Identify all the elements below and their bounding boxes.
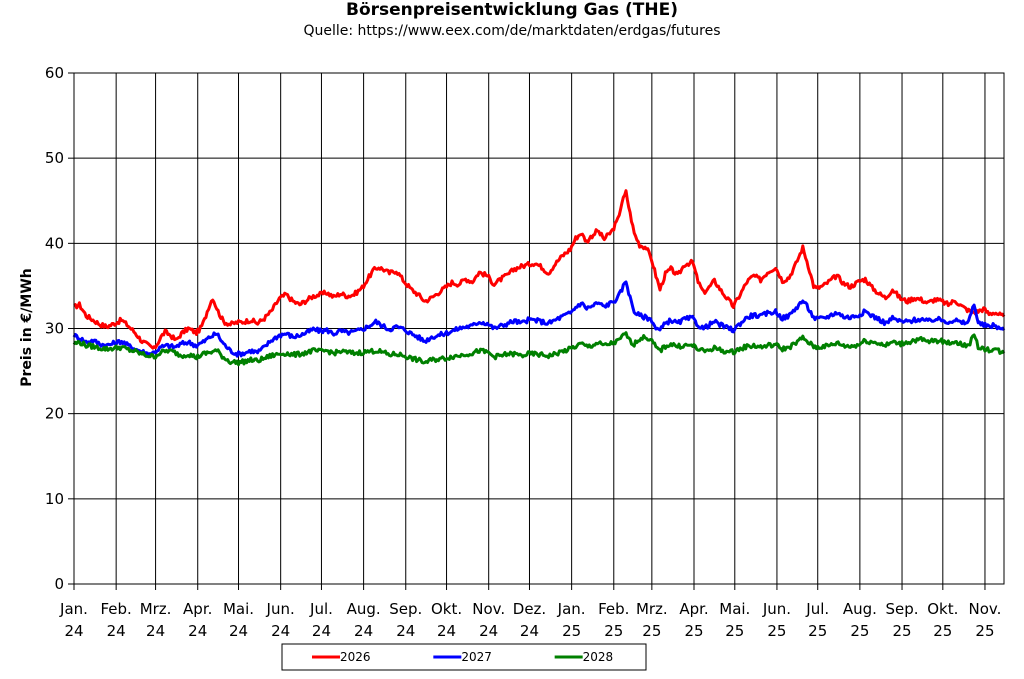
x-tick-year: 24 xyxy=(271,622,290,640)
x-tick-month: Jul. xyxy=(805,600,829,618)
grid-lines xyxy=(73,72,1004,585)
x-tick-month: Feb. xyxy=(598,600,629,618)
series-line-2027 xyxy=(72,280,1006,358)
legend-label-2027: 2027 xyxy=(461,650,492,664)
x-tick-year: 24 xyxy=(437,622,456,640)
y-tick-label: 40 xyxy=(45,234,64,252)
x-tick-year: 24 xyxy=(396,622,415,640)
x-tick-year: 25 xyxy=(562,622,581,640)
x-tick-month: Sep. xyxy=(886,600,919,618)
series-line-2028 xyxy=(72,331,1006,367)
chart-title: Börsenpreisentwicklung Gas (THE) xyxy=(345,0,679,20)
x-tick-year: 24 xyxy=(354,622,373,640)
x-tick-year: 24 xyxy=(146,622,165,640)
y-tick-label: 30 xyxy=(45,320,64,338)
x-tick-month: Feb. xyxy=(100,600,131,618)
x-tick-month: Aug. xyxy=(843,600,877,618)
x-tick-year: 25 xyxy=(892,622,911,640)
x-tick-month: Nov. xyxy=(472,600,505,618)
x-tick-month: Nov. xyxy=(969,600,1002,618)
x-tick-month: Okt. xyxy=(431,600,462,618)
x-tick-month: Jun. xyxy=(762,600,791,618)
x-axis-ticks: Jan. 24 Feb. 24 Mrz. 24 Apr. 24 Mai. 24 Jun. 24 Jul.… xyxy=(59,584,1001,640)
legend: 2026 2027 2028 xyxy=(281,643,647,671)
x-tick-year: 24 xyxy=(312,622,331,640)
x-tick-month: Okt. xyxy=(927,600,958,618)
x-tick-year: 25 xyxy=(975,622,994,640)
x-tick-year: 24 xyxy=(479,622,498,640)
legend-box xyxy=(281,643,647,671)
x-tick-year: 25 xyxy=(808,622,827,640)
x-tick-year: 25 xyxy=(725,622,744,640)
x-tick-month: Mai. xyxy=(719,600,750,618)
y-axis-label: Preis in €/MWh xyxy=(19,268,35,387)
x-tick-year: 25 xyxy=(850,622,869,640)
x-tick-year: 25 xyxy=(604,622,623,640)
x-tick-month: Jan. xyxy=(59,600,88,618)
x-tick-month: Jul. xyxy=(309,600,333,618)
x-tick-month: Mrz. xyxy=(636,600,668,618)
x-tick-month: Dez. xyxy=(513,600,546,618)
x-tick-month: Aug. xyxy=(347,600,381,618)
x-tick-month: Sep. xyxy=(389,600,422,618)
series-lines xyxy=(72,189,1006,367)
plot-frame xyxy=(73,72,1005,585)
x-tick-month: Jan. xyxy=(557,600,586,618)
y-tick-label: 10 xyxy=(45,490,64,508)
chart-subtitle: Quelle: https://www.eex.com/de/marktdate… xyxy=(303,23,721,39)
x-tick-year: 25 xyxy=(933,622,952,640)
x-tick-year: 25 xyxy=(767,622,786,640)
y-tick-label: 60 xyxy=(45,64,64,82)
x-tick-month: Jun. xyxy=(266,600,295,618)
x-tick-year: 24 xyxy=(188,622,207,640)
x-tick-month: Mai. xyxy=(223,600,254,618)
y-axis-ticks: 0 10 20 30 40 50 60 xyxy=(45,64,74,593)
x-tick-year: 25 xyxy=(684,622,703,640)
x-tick-month: Mrz. xyxy=(140,600,172,618)
x-tick-year: 24 xyxy=(229,622,248,640)
y-tick-label: 50 xyxy=(45,149,64,167)
x-tick-year: 24 xyxy=(107,622,126,640)
x-tick-year: 25 xyxy=(642,622,661,640)
x-tick-year: 24 xyxy=(64,622,83,640)
y-tick-label: 0 xyxy=(54,575,64,593)
x-tick-year: 24 xyxy=(520,622,539,640)
y-tick-label: 20 xyxy=(45,405,64,423)
series-line-2026 xyxy=(73,189,1006,350)
legend-label-2026: 2026 xyxy=(340,650,371,664)
legend-label-2028: 2028 xyxy=(583,650,614,664)
x-tick-month: Apr. xyxy=(679,600,708,618)
x-tick-month: Apr. xyxy=(183,600,212,618)
